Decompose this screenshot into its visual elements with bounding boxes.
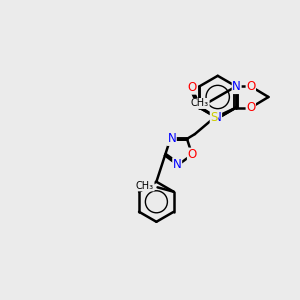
Text: O: O: [246, 80, 255, 93]
Text: O: O: [188, 81, 196, 94]
Text: O: O: [188, 148, 197, 161]
Text: CH₃: CH₃: [191, 98, 209, 109]
Text: N: N: [173, 158, 182, 171]
Text: CH₃: CH₃: [136, 181, 154, 191]
Text: N: N: [232, 80, 241, 94]
Text: O: O: [246, 101, 255, 114]
Text: N: N: [167, 132, 176, 146]
Text: S: S: [210, 111, 218, 124]
Text: N: N: [213, 111, 221, 124]
